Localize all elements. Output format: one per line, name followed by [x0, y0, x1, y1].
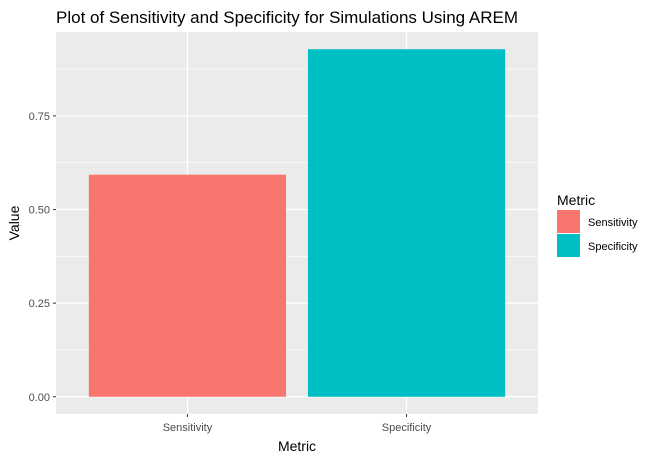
legend-swatch-specificity — [557, 234, 580, 257]
x-tick-label: Specificity — [382, 422, 432, 434]
legend-label-specificity: Specificity — [588, 241, 638, 253]
x-axis-ticks: Sensitivity Specificity — [163, 414, 432, 434]
bar-specificity — [307, 49, 506, 397]
bars — [88, 49, 506, 397]
legend-title: Metric — [557, 192, 595, 208]
legend-label-sensitivity: Sensitivity — [588, 217, 638, 229]
chart-title: Plot of Sensitivity and Specificity for … — [56, 8, 518, 27]
x-tick-label: Sensitivity — [163, 422, 213, 434]
y-tick-label: 0.25 — [29, 298, 50, 310]
legend-swatch-sensitivity — [557, 210, 580, 233]
x-axis-title: Metric — [278, 438, 316, 454]
legend: Metric Sensitivity Specificity — [557, 192, 638, 257]
y-tick-label: 0.50 — [29, 205, 50, 217]
bar-sensitivity — [88, 174, 287, 397]
y-tick-label: 0.00 — [29, 392, 50, 404]
y-axis-ticks: 0.00 0.25 0.50 0.75 — [29, 111, 56, 404]
y-tick-label: 0.75 — [29, 111, 50, 123]
y-axis-title: Value — [6, 205, 22, 240]
